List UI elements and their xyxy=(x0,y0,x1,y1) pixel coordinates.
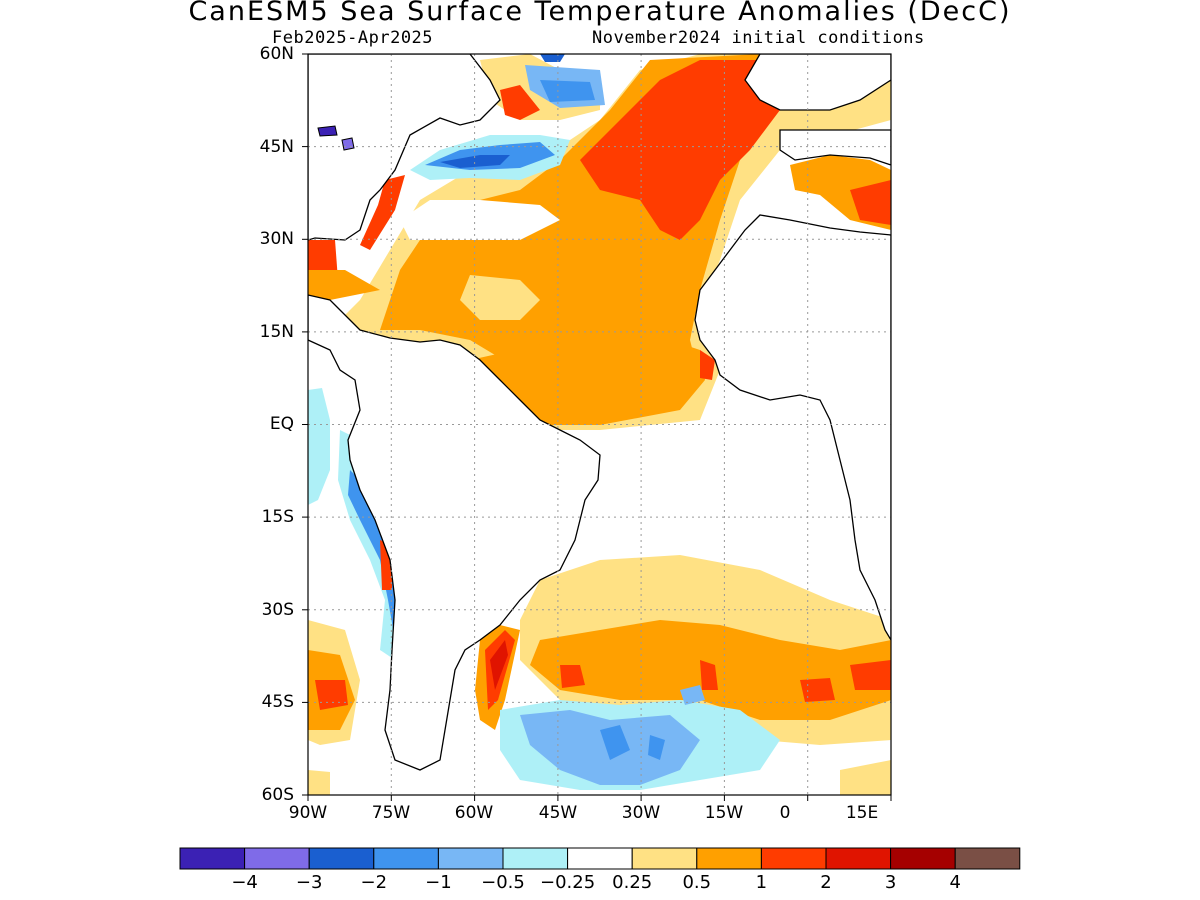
lon-label: 15E xyxy=(845,803,879,823)
lon-label: 30W xyxy=(621,803,661,823)
colorbar-label: 0.5 xyxy=(682,872,712,893)
colorbar-label: 0.25 xyxy=(612,872,653,893)
colorbar-swatch xyxy=(308,847,375,870)
axis-ticks xyxy=(302,53,892,801)
colorbar-label: −1 xyxy=(425,872,452,893)
colorbar-label: −3 xyxy=(295,872,323,893)
forecast-period: Feb2025-Apr2025 xyxy=(272,28,434,48)
colorbar-swatch xyxy=(696,847,762,870)
colorbar-swatch xyxy=(373,847,439,870)
colorbar-label: 2 xyxy=(820,872,832,893)
lat-label: 15N xyxy=(259,322,294,342)
graticule xyxy=(308,54,891,795)
lon-label: 45W xyxy=(538,803,578,823)
colorbar-swatch xyxy=(760,847,827,870)
lon-label: 90W xyxy=(288,803,328,823)
colorbar-label: 3 xyxy=(884,872,897,893)
colorbar-swatch xyxy=(890,847,956,870)
lat-label: 60N xyxy=(259,44,294,64)
lat-label: 60S xyxy=(261,785,294,805)
lat-label: 30N xyxy=(259,229,294,249)
tropical-anomaly xyxy=(308,330,715,505)
colorbar-swatch xyxy=(179,847,246,870)
colorbar-swatch xyxy=(244,847,310,870)
colorbar-swatch xyxy=(631,847,698,870)
southern-ocean-cold-anomaly xyxy=(308,685,891,795)
lon-label: 15W xyxy=(704,803,744,823)
lat-label: 45S xyxy=(261,692,294,712)
colorbar xyxy=(179,847,1021,870)
lon-label: 0 xyxy=(779,803,791,823)
colorbar-label: −0.25 xyxy=(540,872,596,893)
colorbar-swatch xyxy=(502,847,569,870)
lat-label: 15S xyxy=(261,507,294,527)
initial-conditions: November2024 initial conditions xyxy=(592,28,925,48)
lon-label: 75W xyxy=(371,803,411,823)
colorbar-label: 1 xyxy=(755,872,768,893)
anomaly-field xyxy=(308,54,891,795)
lat-label: EQ xyxy=(269,414,294,434)
colorbar-swatch xyxy=(567,847,633,870)
colorbar-swatch xyxy=(954,847,1021,870)
colorbar-swatch xyxy=(437,847,504,870)
colorbar-label: 4 xyxy=(949,872,961,893)
lat-label: 45N xyxy=(259,137,294,157)
south-atlantic-anomaly xyxy=(475,555,891,745)
map-title: CanESM5 Sea Surface Temperature Anomalie… xyxy=(188,0,1012,27)
lat-label: 30S xyxy=(261,600,294,620)
colorbar-swatch xyxy=(825,847,892,870)
lon-label: 60W xyxy=(454,803,494,823)
colorbar-label: −4 xyxy=(231,872,258,893)
colorbar-label: −0.5 xyxy=(481,872,525,893)
colorbar-label: −2 xyxy=(360,872,388,893)
